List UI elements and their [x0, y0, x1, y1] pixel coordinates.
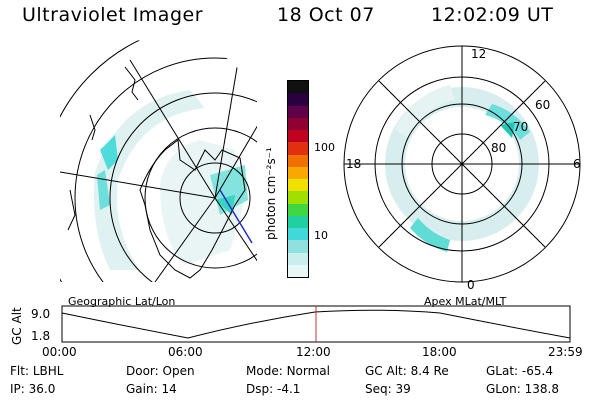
mlat-label-70: 70: [513, 120, 529, 134]
filter-info: Flt: LBHL: [10, 364, 64, 378]
glat-value: -65.4: [521, 364, 553, 378]
gc-alt-value: 8.4 Re: [410, 364, 449, 378]
seq-value: 39: [395, 382, 411, 396]
mlat-label-80: 80: [491, 141, 507, 155]
color-scale-segment: [288, 105, 308, 118]
altitude-xtick-1200: 12:00: [296, 345, 331, 359]
altitude-xtick-0000: 00:00: [42, 345, 77, 359]
altitude-ytick-max: 9.0: [31, 307, 51, 321]
gain-info: Gain: 14: [126, 382, 177, 396]
color-scale-segment: [288, 240, 308, 253]
color-scale-segment: [288, 117, 308, 130]
mode-info: Mode: Normal: [246, 364, 330, 378]
gain-value: 14: [161, 382, 177, 396]
mlt-label-18: 18: [346, 157, 362, 171]
color-scale-segment: [288, 130, 308, 143]
color-scale-segment: [288, 264, 308, 277]
instrument-title: Ultraviolet Imager: [22, 4, 204, 26]
dsp-value: -4.1: [276, 382, 301, 396]
left-panel-caption: Geographic Lat/Lon: [68, 295, 176, 308]
color-scale-bar: [287, 80, 309, 278]
altitude-xtick-1800: 18:00: [422, 345, 457, 359]
color-scale-segment: [288, 215, 308, 228]
mlt-label-0: 0: [467, 278, 475, 292]
mlt-label-6: 6: [573, 157, 581, 171]
polar-aurora-image: [384, 85, 539, 252]
geo-latitude-circles: [60, 40, 257, 282]
colorbar-tick-100: 100: [314, 141, 335, 154]
colorbar-tick-10: 10: [314, 229, 328, 242]
dsp-info: Dsp: -4.1: [246, 382, 301, 396]
colorbar-unit-label: photon cm⁻²s⁻¹: [264, 147, 278, 240]
geo-longitude-lines: [60, 49, 257, 282]
glat-info: GLat: -65.4: [486, 364, 553, 378]
color-scale-segment: [288, 166, 308, 179]
altitude-ylabel: GC Alt: [10, 307, 24, 345]
color-scale-segment: [288, 93, 308, 106]
observation-time: 12:02:09 UT: [431, 4, 554, 26]
geo-sun-direction-line: [219, 189, 253, 244]
mlt-label-12: 12: [471, 47, 487, 61]
altitude-xtick-0600: 06:00: [168, 345, 203, 359]
color-scale-segment: [288, 228, 308, 241]
color-scale-segment: [288, 81, 308, 94]
ip-value: 36.0: [28, 382, 56, 396]
filter-value: LBHL: [32, 364, 64, 378]
gc-alt-info: GC Alt: 8.4 Re: [365, 364, 449, 378]
color-scale-segment: [288, 203, 308, 216]
color-scale-segment: [288, 142, 308, 155]
door-value: Open: [162, 364, 195, 378]
altitude-ytick-min: 1.8: [31, 329, 51, 343]
altitude-xtick-2359: 23:59: [548, 345, 583, 359]
color-scale-segment: [288, 191, 308, 204]
right-panel-caption: Apex MLat/MLT: [424, 295, 507, 308]
polar-grid: [343, 45, 581, 283]
color-scale-segment: [288, 179, 308, 192]
color-scale-segment: [288, 154, 308, 167]
seq-info: Seq: 39: [365, 382, 411, 396]
geo-aurora-image: [94, 90, 248, 270]
geo-coastlines: [67, 66, 246, 279]
mode-value: Normal: [286, 364, 330, 378]
glon-value: 138.8: [524, 382, 559, 396]
ip-info: IP: 36.0: [10, 382, 56, 396]
door-info: Door: Open: [126, 364, 195, 378]
color-scale-segment: [288, 252, 308, 265]
mlat-label-60: 60: [535, 98, 551, 112]
glon-info: GLon: 138.8: [486, 382, 559, 396]
observation-date: 18 Oct 07: [277, 4, 375, 26]
